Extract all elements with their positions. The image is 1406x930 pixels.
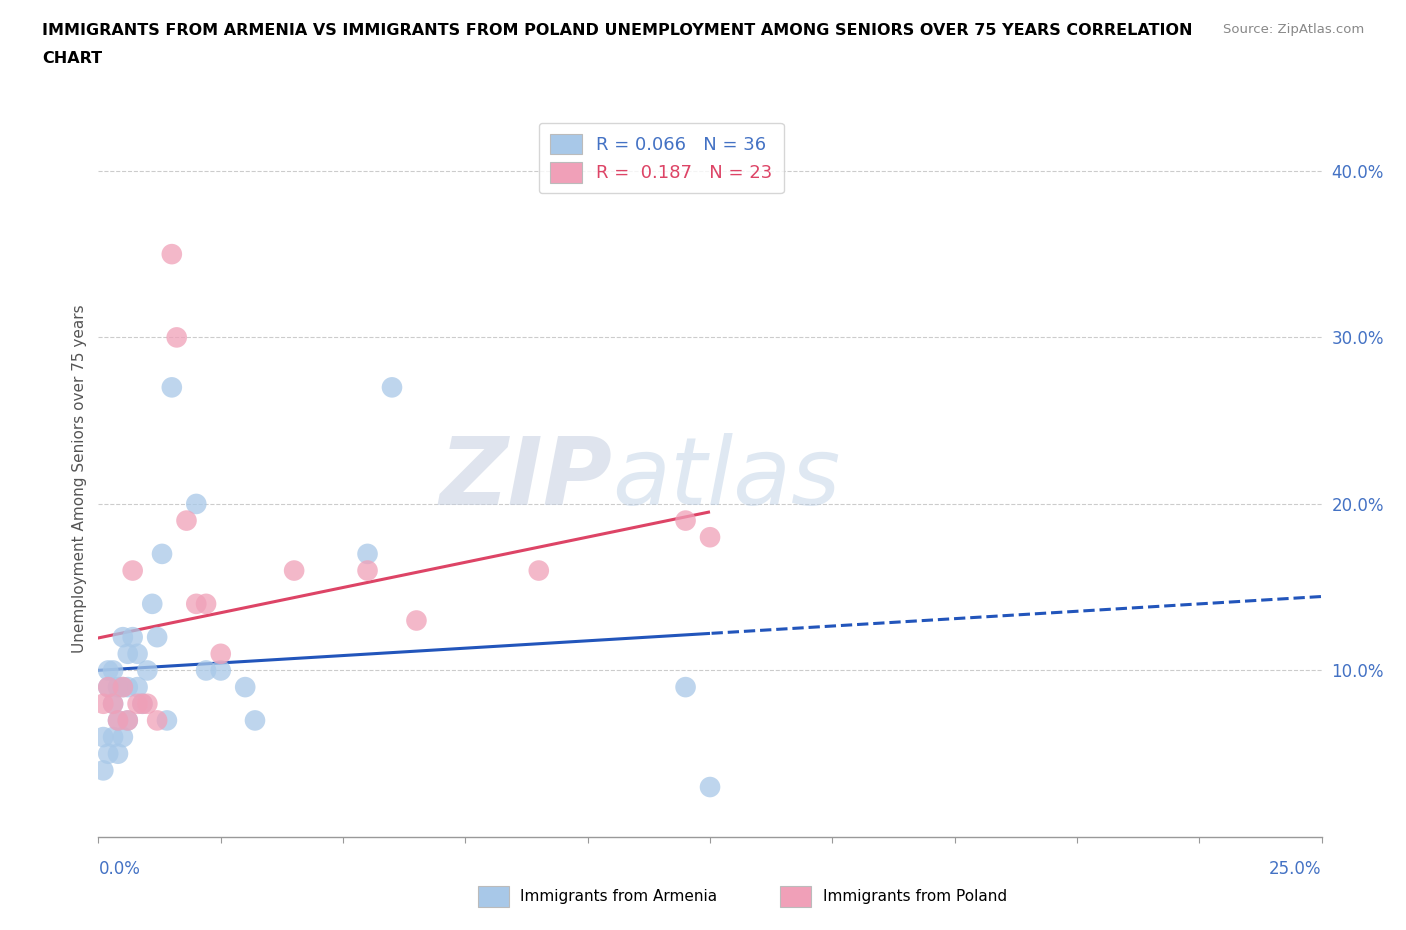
Point: [146, 713, 169, 728]
Point: [97, 746, 120, 761]
Point: [675, 680, 697, 695]
Point: [405, 613, 427, 628]
Point: [101, 697, 124, 711]
Point: [107, 680, 129, 695]
Point: [117, 713, 139, 728]
Point: [111, 730, 134, 745]
Point: [209, 663, 232, 678]
Point: [127, 646, 149, 661]
Point: [91, 697, 114, 711]
Text: Source: ZipAtlas.com: Source: ZipAtlas.com: [1223, 23, 1364, 36]
Point: [150, 547, 173, 562]
Point: [176, 513, 198, 528]
Point: [91, 763, 114, 777]
Point: [186, 497, 208, 512]
Point: [699, 779, 721, 794]
Point: [101, 730, 124, 745]
Text: ZIP: ZIP: [439, 433, 612, 525]
Point: [91, 730, 114, 745]
Point: [156, 713, 179, 728]
Text: atlas: atlas: [612, 433, 841, 525]
Point: [195, 663, 218, 678]
Point: [97, 680, 120, 695]
Point: [111, 680, 134, 695]
Point: [675, 513, 697, 528]
Point: [160, 246, 183, 261]
Point: [107, 713, 129, 728]
Point: [195, 596, 218, 611]
Point: [117, 646, 139, 661]
Text: IMMIGRANTS FROM ARMENIA VS IMMIGRANTS FROM POLAND UNEMPLOYMENT AMONG SENIORS OVE: IMMIGRANTS FROM ARMENIA VS IMMIGRANTS FR…: [42, 23, 1192, 38]
Point: [127, 697, 149, 711]
Point: [111, 680, 134, 695]
Point: [101, 663, 124, 678]
Point: [233, 680, 256, 695]
Point: [97, 663, 120, 678]
Point: [141, 596, 163, 611]
Point: [243, 713, 266, 728]
Point: [186, 596, 208, 611]
Point: [111, 630, 134, 644]
Point: [381, 380, 404, 395]
Point: [131, 697, 153, 711]
Point: [131, 697, 153, 711]
Text: CHART: CHART: [42, 51, 103, 66]
Point: [121, 563, 143, 578]
Point: [121, 630, 143, 644]
Point: [136, 663, 159, 678]
Point: [146, 630, 169, 644]
Point: [160, 380, 183, 395]
Point: [97, 680, 120, 695]
Point: [283, 563, 305, 578]
Point: [117, 713, 139, 728]
Point: [101, 697, 124, 711]
Point: [166, 330, 188, 345]
Point: [699, 530, 721, 545]
Point: [107, 713, 129, 728]
Point: [356, 563, 378, 578]
Y-axis label: Unemployment Among Seniors over 75 years: Unemployment Among Seniors over 75 years: [72, 305, 87, 653]
Point: [117, 680, 139, 695]
Point: [127, 680, 149, 695]
Text: Immigrants from Armenia: Immigrants from Armenia: [520, 889, 717, 904]
Point: [356, 547, 378, 562]
Text: 0.0%: 0.0%: [98, 860, 141, 878]
Point: [527, 563, 550, 578]
Point: [209, 646, 232, 661]
Point: [107, 746, 129, 761]
Text: 25.0%: 25.0%: [1270, 860, 1322, 878]
Point: [136, 697, 159, 711]
Text: Immigrants from Poland: Immigrants from Poland: [823, 889, 1007, 904]
Legend: R = 0.066   N = 36, R =  0.187   N = 23: R = 0.066 N = 36, R = 0.187 N = 23: [538, 123, 783, 193]
